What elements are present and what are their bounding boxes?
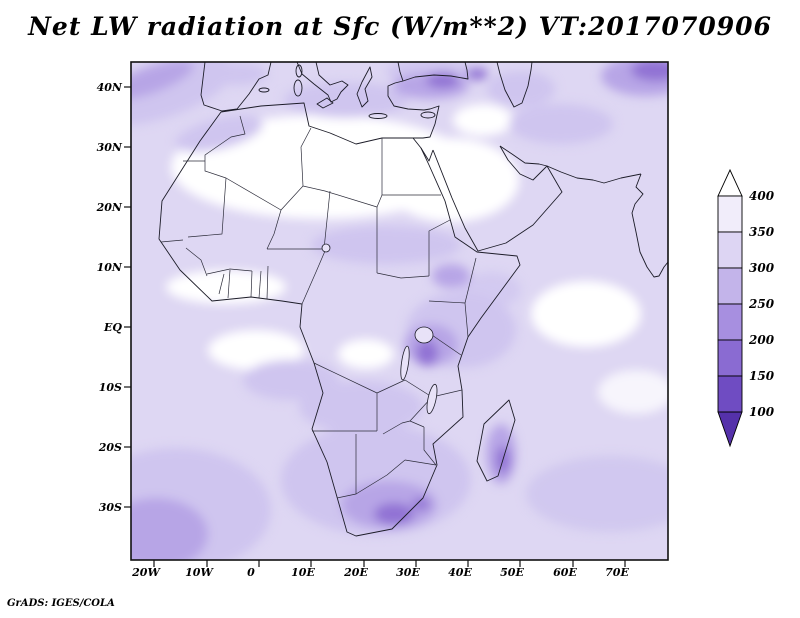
lon-label-10E: 10E xyxy=(291,566,315,579)
colorbar-label: 400 xyxy=(749,189,775,203)
turkey-levant-coastline xyxy=(387,62,469,139)
lakes-layer xyxy=(321,243,438,415)
persian-gulf-iran-coastline xyxy=(499,145,642,184)
lat-label-EQ: EQ xyxy=(104,321,122,334)
lon-label-60E: 60E xyxy=(553,566,577,579)
lat-label-20N: 20N xyxy=(96,201,122,214)
colorbar-segment xyxy=(717,195,743,233)
lake-chad xyxy=(321,243,331,253)
shading-layer xyxy=(131,62,668,560)
colorbar-label: 100 xyxy=(749,405,775,419)
colorbar-segment xyxy=(717,375,743,413)
colorbar-label: 350 xyxy=(749,225,775,239)
greece-coastline xyxy=(356,66,373,108)
colorbar: 400 350 300 250 200 150 100 xyxy=(717,168,775,448)
india-coastline xyxy=(631,173,668,278)
lon-label-20E: 20E xyxy=(344,566,368,579)
colorbar-segment xyxy=(717,303,743,341)
lat-label-10S: 10S xyxy=(98,381,122,394)
lat-label-10N: 10N xyxy=(96,261,122,274)
colorbar-segment xyxy=(717,267,743,305)
corsica-coastline xyxy=(295,64,303,78)
map-frame xyxy=(130,61,669,561)
coastlines-layer xyxy=(158,62,668,537)
colorbar-label: 300 xyxy=(749,261,775,275)
colorbar-label: 150 xyxy=(749,369,775,383)
lon-label-70E: 70E xyxy=(605,566,629,579)
cyprus-coastline xyxy=(420,111,436,119)
colorbar-arrow-top xyxy=(717,168,743,197)
blacksea-west-coastline xyxy=(397,62,404,82)
lon-label-40E: 40E xyxy=(448,566,472,579)
lat-label-30N: 30N xyxy=(96,141,122,154)
colorbar-arrow-bottom xyxy=(717,411,743,448)
lat-label-40N: 40N xyxy=(96,81,122,94)
balearic-islands xyxy=(258,87,270,93)
colorbar-segment xyxy=(717,339,743,377)
lake-tanganyika xyxy=(400,345,410,381)
lon-label-30E: 30E xyxy=(396,566,420,579)
lat-label-30S: 30S xyxy=(98,501,122,514)
lat-label-20S: 20S xyxy=(98,441,122,454)
africa-coastline xyxy=(158,102,521,537)
grads-credit: GrADS: IGES/COLA xyxy=(7,598,115,609)
madagascar-coastline xyxy=(476,399,516,482)
lon-label-50E: 50E xyxy=(500,566,524,579)
longitude-ticks xyxy=(153,560,626,567)
sinai-coastline xyxy=(420,147,434,162)
sardinia-coastline xyxy=(293,79,303,97)
colorbar-label: 250 xyxy=(748,297,775,311)
crete-coastline xyxy=(368,113,388,119)
caspian-coastline xyxy=(496,62,533,108)
sicily-coastline xyxy=(316,97,334,109)
lon-label-0: 0 xyxy=(247,566,255,579)
colorbar-label: 200 xyxy=(748,333,775,347)
lon-label-20W: 20W xyxy=(132,566,160,579)
lake-victoria xyxy=(414,326,434,344)
lon-label-10W: 10W xyxy=(185,566,213,579)
colorbar-segment xyxy=(717,231,743,269)
arabia-coastline xyxy=(432,145,563,252)
iberia-coastline xyxy=(200,62,272,112)
country-borders-layer xyxy=(160,115,477,499)
map-plot xyxy=(124,61,669,567)
lake-malawi xyxy=(426,383,438,415)
italy-coastline xyxy=(296,62,349,103)
plot-title: Net LW radiation at Sfc (W/m**2) VT:2017… xyxy=(28,12,772,41)
latitude-ticks xyxy=(124,86,131,508)
